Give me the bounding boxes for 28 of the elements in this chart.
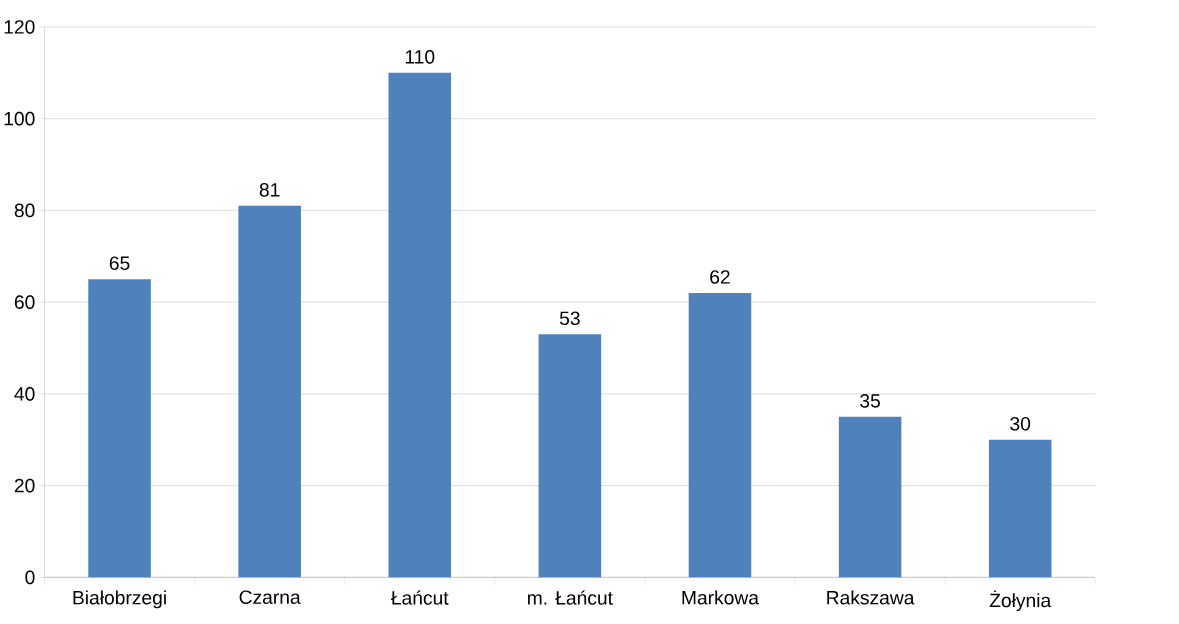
x-tick-label: Łańcut — [391, 590, 449, 605]
data-label: 81 — [259, 183, 280, 197]
x-tick-label: Czarna — [239, 590, 301, 605]
y-tick-label: 80 — [14, 203, 35, 218]
y-tick-label: 100 — [4, 112, 35, 126]
bar — [388, 73, 452, 578]
x-tick-label: m. Łańcut — [528, 590, 613, 605]
data-label: 30 — [1010, 417, 1031, 431]
bar — [88, 279, 151, 578]
bar — [538, 334, 602, 578]
y-tick-label: 20 — [14, 479, 35, 493]
y-tick-label: 60 — [14, 295, 35, 310]
y-tick-label: 0 — [25, 570, 35, 585]
bar — [238, 206, 301, 578]
data-label: 110 — [405, 50, 435, 64]
bar — [988, 439, 1052, 578]
data-label: 53 — [559, 311, 580, 326]
y-tick-label: 120 — [4, 20, 35, 34]
x-tick-label: Rakszawa — [827, 590, 915, 605]
bar — [838, 417, 902, 578]
x-tick-label: Markowa — [682, 590, 759, 605]
x-tick-label: Żołynia — [989, 590, 1052, 612]
x-tick-label: Białobrzegi — [73, 590, 166, 609]
data-label: 35 — [860, 394, 880, 408]
bar — [688, 293, 752, 578]
y-tick-label: 40 — [14, 387, 35, 401]
data-label: 62 — [710, 270, 730, 285]
data-label: 65 — [109, 256, 130, 271]
